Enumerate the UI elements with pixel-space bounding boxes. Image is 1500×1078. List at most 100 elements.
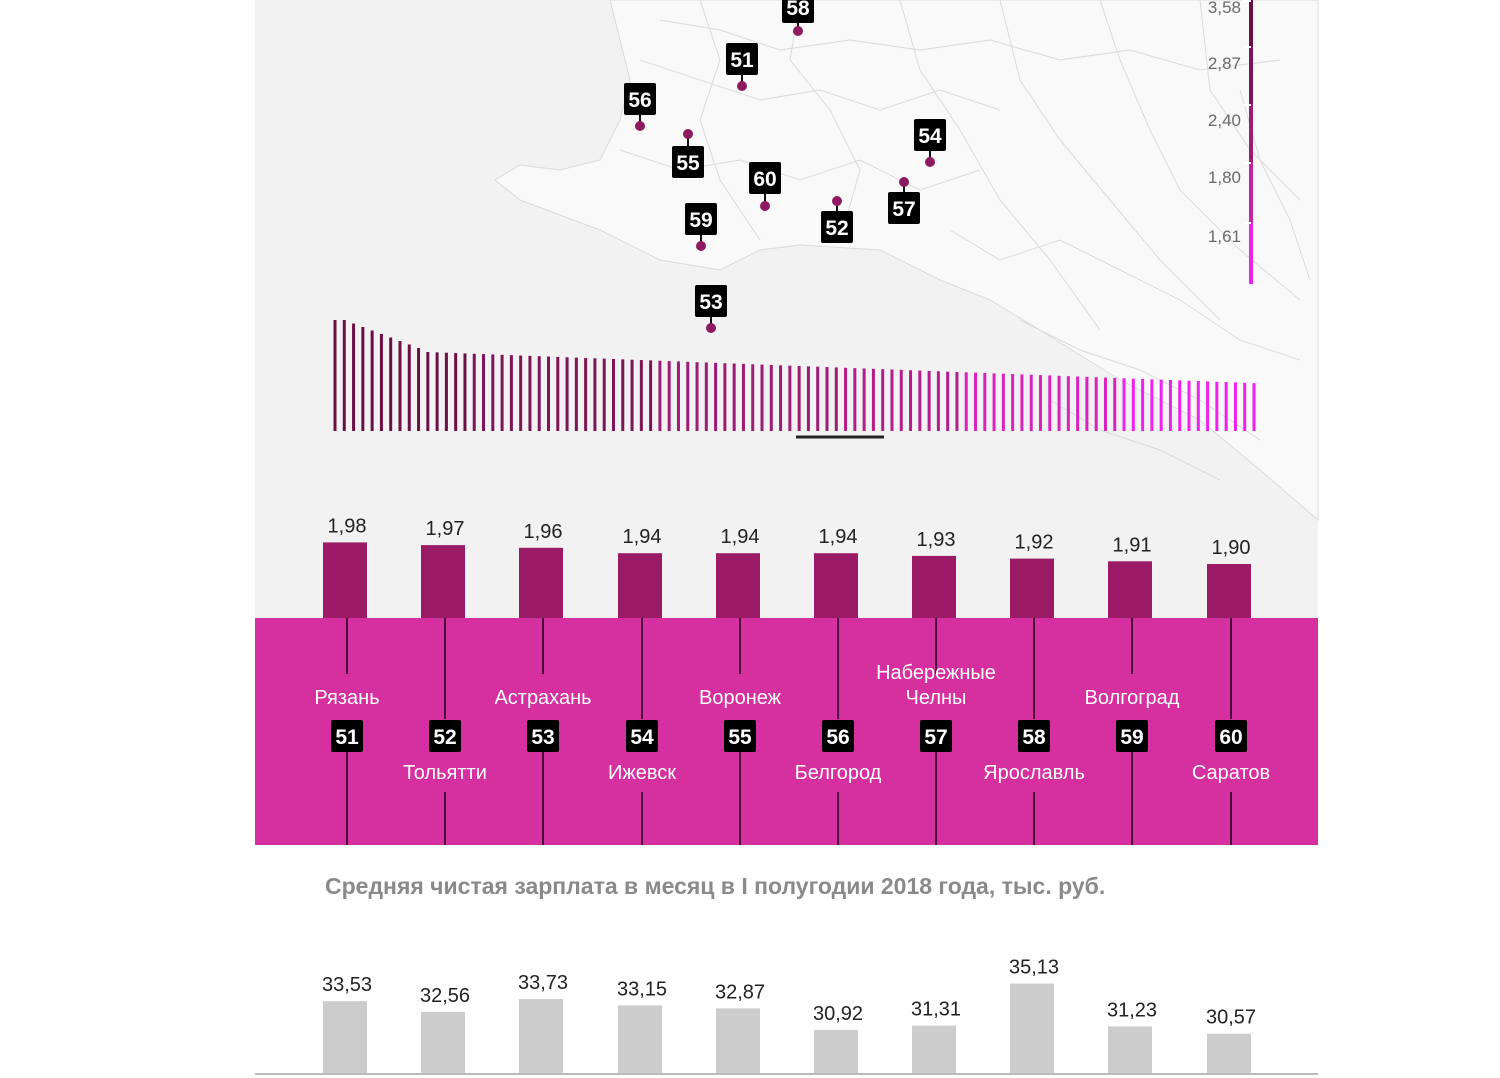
rank-badge — [1116, 720, 1148, 752]
strip-bar — [927, 370, 931, 431]
legend-tick-label: 3,58 — [1208, 0, 1241, 17]
legend-tick-label: 2,40 — [1208, 111, 1241, 130]
city-column: 52 Тольятти — [403, 618, 487, 845]
strip-bar — [686, 361, 690, 431]
strip-bar — [1020, 374, 1024, 431]
strip-bar — [1048, 375, 1052, 431]
strip-bar — [890, 369, 894, 431]
color-scale-legend: 3,58 2,87 2,40 1,80 1,61 — [1208, 0, 1253, 284]
city-name: Волгоград — [1085, 687, 1180, 709]
city-name: Воронеж — [699, 687, 782, 709]
strip-bar — [463, 353, 467, 431]
strip-bar — [398, 341, 402, 431]
strip-bar — [1011, 374, 1015, 431]
map-marker-52: 52 — [821, 196, 853, 243]
rank-badge — [822, 720, 854, 752]
strip-bar — [974, 372, 978, 431]
strip-bar — [1168, 380, 1172, 431]
salary-value-label: 33,53 — [322, 974, 372, 996]
salary-bar-chart: 33,53 32,56 33,73 33,15 32,87 30,92 31,31 35,13… — [255, 957, 1318, 1075]
strip-bar — [519, 355, 523, 431]
rank-label: 54 — [630, 726, 654, 749]
strip-bar — [1196, 381, 1200, 431]
rank-label: 59 — [1120, 726, 1143, 749]
marker-label: 60 — [753, 168, 776, 191]
legend-tick-label: 1,61 — [1208, 227, 1241, 246]
salary-value-label: 33,15 — [617, 978, 667, 1000]
city-column: 55 Воронеж — [699, 618, 782, 845]
marker-badge — [914, 119, 946, 151]
strip-bar — [1233, 382, 1237, 431]
strip-bar — [741, 363, 745, 431]
strip-bar — [667, 361, 671, 431]
salary-bar — [1207, 1033, 1251, 1073]
strip-bar — [1224, 382, 1228, 431]
strip-bar — [482, 354, 486, 431]
rank-badge — [331, 720, 363, 752]
strip-bar — [760, 364, 764, 431]
index-bar — [1010, 558, 1054, 618]
index-bar-chart: 1,98 1,97 1,96 1,94 1,94 1,94 1,93 1,92 1,91 1,90 — [323, 515, 1251, 618]
city-name: Белгород — [795, 762, 882, 784]
strip-bar — [1001, 373, 1005, 431]
legend-tick-label: 2,87 — [1208, 54, 1241, 73]
rank-badge — [527, 720, 559, 752]
strip-bar — [1215, 381, 1219, 431]
city-column: 57 Набережные Челны — [876, 618, 996, 845]
strip-bar — [1187, 380, 1191, 431]
map-marker-60: 60 — [749, 162, 781, 211]
city-column: 51 Рязань — [314, 618, 380, 845]
strip-bar — [1029, 374, 1033, 431]
strip-bar — [871, 368, 875, 431]
distribution-strip — [333, 320, 1256, 439]
strip-bar — [584, 357, 588, 431]
map-marker-51: 51 — [726, 43, 758, 91]
salary-value-label: 33,73 — [518, 972, 568, 994]
strip-bar — [639, 360, 643, 431]
strip-bar — [862, 368, 866, 431]
map-marker-58: 58 — [782, 0, 814, 36]
strip-bar — [834, 367, 838, 431]
index-value-label: 1,98 — [328, 515, 367, 537]
salary-bar — [1108, 1026, 1152, 1073]
rank-label: 53 — [531, 726, 554, 749]
marker-badge — [685, 203, 717, 235]
index-value-label: 1,94 — [819, 526, 858, 548]
strip-bar — [1141, 378, 1145, 431]
rank-badge — [1018, 720, 1050, 752]
strip-bar — [370, 330, 374, 431]
strip-bar — [602, 358, 606, 431]
marker-dot — [696, 241, 706, 251]
index-value-label: 1,90 — [1212, 537, 1251, 559]
strip-bar — [621, 359, 625, 431]
city-name: Тольятти — [403, 762, 487, 784]
strip-bar — [1159, 379, 1163, 431]
strip-bar — [1252, 383, 1256, 431]
strip-bar — [909, 370, 913, 431]
city-column: 59 Волгоград — [1085, 618, 1180, 845]
index-value-label: 1,92 — [1015, 532, 1054, 554]
strip-bar — [881, 369, 885, 431]
strip-bar — [547, 356, 551, 431]
strip-bar — [899, 369, 903, 431]
legend-segment — [1249, 162, 1253, 222]
salary-bar — [1010, 983, 1054, 1073]
region-boundary — [1199, 0, 1301, 201]
strip-bar — [797, 366, 801, 431]
city-name: Ижевск — [608, 762, 676, 784]
strip-bar — [342, 320, 346, 431]
strip-bar — [491, 354, 495, 431]
marker-badge — [695, 285, 727, 317]
marker-label: 55 — [676, 152, 700, 175]
marker-dot — [760, 201, 770, 211]
index-value-label: 1,94 — [623, 526, 662, 548]
strip-bar — [454, 353, 458, 431]
marker-dot — [706, 323, 716, 333]
strip-bar — [1122, 378, 1126, 431]
index-bar — [716, 553, 760, 618]
strip-bar — [630, 359, 634, 431]
marker-badge — [821, 211, 853, 243]
region-boundary — [1019, 319, 1261, 441]
salary-value-label: 30,57 — [1206, 1007, 1256, 1029]
